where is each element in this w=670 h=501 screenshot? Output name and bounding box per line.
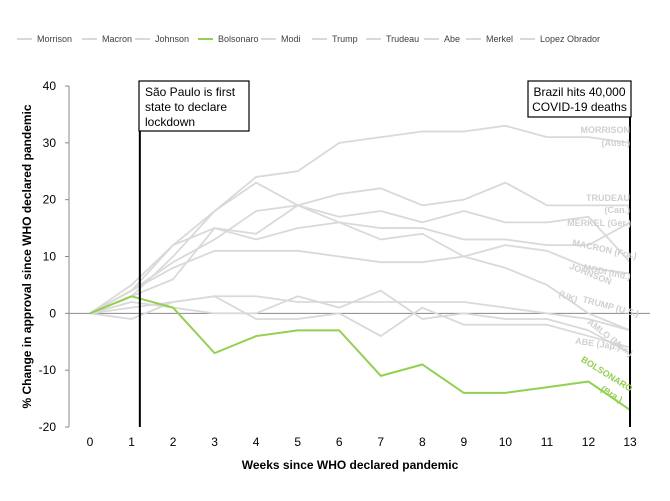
x-tick-label: 7: [377, 435, 384, 449]
y-tick-label: 10: [43, 250, 57, 264]
x-tick-label: 6: [336, 435, 343, 449]
legend-label: Abe: [444, 34, 460, 44]
series-end-label: MERKEL (Ger.): [567, 218, 631, 228]
x-tick-label: 2: [170, 435, 177, 449]
series-line-morrison: [89, 124, 631, 315]
series-line-johnson: [89, 204, 631, 332]
legend-label: Merkel: [486, 34, 513, 44]
x-tick-label: 0: [87, 435, 94, 449]
annotation-text: lockdown: [145, 115, 195, 129]
legend-label: Johnson: [155, 34, 189, 44]
series-line-macron: [89, 244, 631, 315]
legend-label: Trump: [332, 34, 358, 44]
x-tick-label: 4: [253, 435, 260, 449]
x-axis-title: Weeks since WHO declared pandemic: [242, 458, 459, 472]
y-axis-title: % Change in approval since WHO declared …: [20, 104, 34, 408]
series-end-label: (Aust.): [602, 138, 631, 148]
legend-label: Trudeau: [386, 34, 419, 44]
annotation-box: [527, 80, 632, 118]
x-tick-label: 1: [128, 435, 135, 449]
x-tick-label: 5: [294, 435, 301, 449]
x-tick-label: 3: [211, 435, 218, 449]
x-tick-label: 8: [419, 435, 426, 449]
y-tick-label: 20: [43, 193, 57, 207]
x-tick-label: 9: [461, 435, 468, 449]
x-tick-label: 12: [582, 435, 596, 449]
series-end-label: TRUDEAU: [586, 193, 630, 203]
y-tick-label: 0: [49, 306, 56, 320]
series-line-bolsonaro: [89, 295, 631, 411]
y-tick-label: -10: [39, 363, 57, 377]
series-line-merkel: [89, 221, 631, 315]
legend-label: Bolsonaro: [218, 34, 259, 44]
legend-label: Macron: [102, 34, 132, 44]
series-line-modi: [89, 204, 631, 315]
series-line-lopez-obrador: [89, 289, 631, 354]
annotation-box: [138, 80, 250, 132]
annotation-text: state to declare: [145, 100, 227, 114]
y-tick-label: 40: [43, 79, 57, 93]
legend-label: Morrison: [37, 34, 72, 44]
x-tick-label: 11: [541, 435, 554, 449]
series-end-label: MORRISON: [581, 125, 631, 135]
series-end-label: TRUMP (U.S.): [582, 294, 640, 319]
legend-label: Lopez Obrador: [540, 34, 600, 44]
y-tick-label: -20: [39, 420, 57, 434]
annotation-text: COVID-19 deaths: [532, 100, 627, 114]
series-end-label: MACRON (Fra.): [572, 238, 638, 261]
annotation-text: Brazil hits 40,000: [533, 85, 625, 99]
series-end-label: (UK): [558, 288, 579, 304]
series-line-abe: [89, 295, 631, 349]
series-line-trudeau: [89, 181, 630, 315]
y-tick-label: 30: [43, 136, 57, 150]
x-tick-label: 10: [499, 435, 513, 449]
legend-label: Modi: [281, 34, 301, 44]
series-end-label: (Can.): [605, 205, 631, 215]
annotation-text: São Paulo is first: [145, 85, 236, 99]
x-tick-label: 13: [623, 435, 637, 449]
